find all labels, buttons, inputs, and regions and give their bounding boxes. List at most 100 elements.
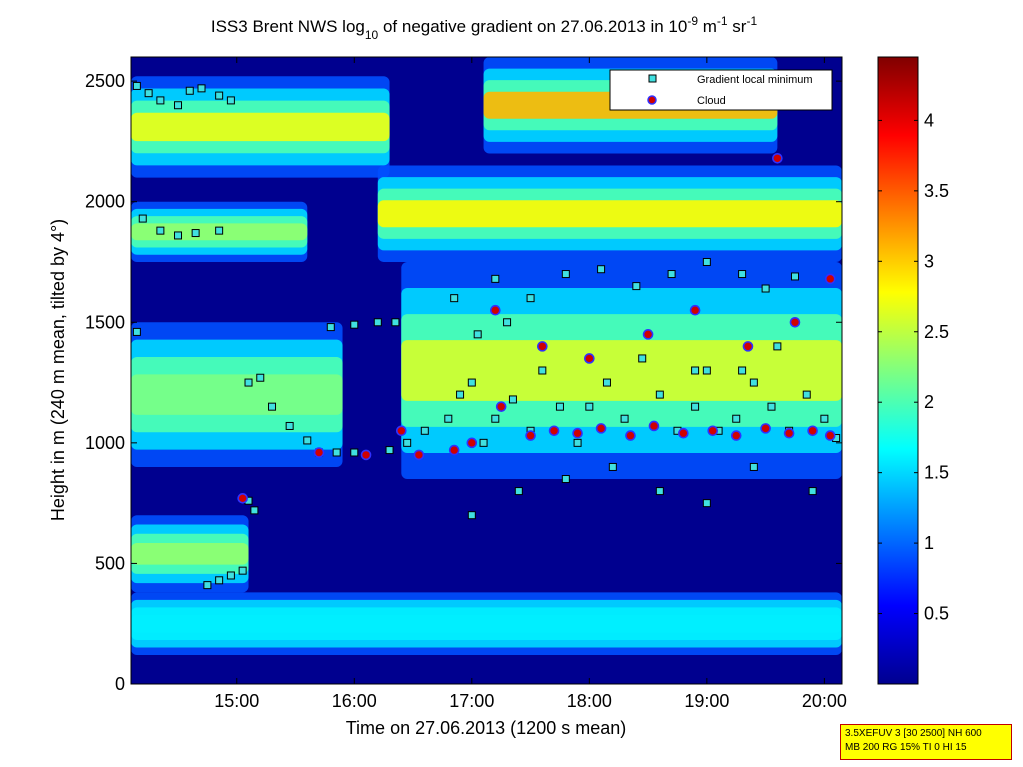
gradient-minimum-marker <box>561 270 570 279</box>
gradient-minimum-marker <box>215 576 224 585</box>
colorbar: 0.5 1 1.5 2 2.5 3 3.5 4 <box>877 56 949 685</box>
gradient-minimum-marker <box>555 402 564 411</box>
colorbar-tick-label: 1 <box>924 533 934 553</box>
legend-box <box>609 69 833 111</box>
heatmap-band-5-layer-3 <box>401 340 842 401</box>
gradient-minimum-marker <box>238 566 247 575</box>
gradient-minimum-marker <box>250 506 259 515</box>
x-axis-label: Time on 27.06.2013 (1200 s mean) <box>346 718 627 738</box>
gradient-minimum-marker <box>691 366 700 375</box>
gradient-minimum-marker <box>215 226 224 235</box>
cloud-marker <box>824 430 836 441</box>
cloud-marker <box>730 430 742 441</box>
colorbar-tick-label: 2.5 <box>924 322 949 342</box>
cloud-marker <box>313 447 325 458</box>
gradient-minimum-marker <box>132 327 141 336</box>
cloud-marker <box>678 427 689 439</box>
y-tick-label: 500 <box>95 553 125 573</box>
gradient-minimum-marker <box>226 571 235 580</box>
gradient-minimum-marker <box>132 81 141 90</box>
gradient-minimum-marker <box>303 436 312 445</box>
gradient-minimum-marker <box>285 421 294 430</box>
gradient-minimum-marker <box>749 462 758 471</box>
plot-area <box>131 57 842 684</box>
gradient-minimum-marker <box>191 229 200 238</box>
gradient-minimum-marker <box>350 448 359 457</box>
cloud-marker <box>742 341 754 352</box>
gradient-minimum-marker <box>174 101 183 110</box>
colorbar-tick-label: 2 <box>924 392 934 412</box>
marker-layer <box>132 81 841 590</box>
gradient-minimum-marker <box>215 91 224 100</box>
gradient-minimum-marker <box>503 318 512 327</box>
cloud-marker <box>772 152 783 164</box>
gradient-minimum-marker <box>767 402 776 411</box>
gradient-minimum-marker <box>144 89 153 98</box>
gradient-minimum-marker <box>732 414 741 423</box>
cloud-marker <box>689 304 701 316</box>
gradient-minimum-marker <box>491 414 500 423</box>
cloud-marker <box>572 427 583 439</box>
gradient-minimum-marker <box>514 487 523 496</box>
gradient-minimum-marker <box>138 214 147 223</box>
cloud-marker <box>466 437 478 449</box>
gradient-minimum-marker <box>156 96 165 105</box>
heatmap-band-2-layer-3 <box>131 374 343 415</box>
y-tick-label: 2000 <box>85 192 125 212</box>
legend-label-gradient-minimum: Gradient local minimum <box>697 74 813 86</box>
plot-frame <box>130 56 843 685</box>
x-tick-label: 17:00 <box>449 691 494 711</box>
gradient-minimum-marker <box>473 330 482 339</box>
cloud-marker <box>413 449 425 461</box>
gradient-minimum-marker <box>749 378 758 387</box>
gradient-minimum-marker <box>638 354 647 363</box>
cloud-marker <box>707 425 719 437</box>
gradient-minimum-marker <box>203 581 212 590</box>
cloud-marker <box>807 425 818 437</box>
gradient-minimum-marker <box>702 257 711 266</box>
x-tick-label: 20:00 <box>802 691 847 711</box>
gradient-minimum-marker <box>620 414 629 423</box>
gradient-minimum-marker <box>702 499 711 508</box>
cloud-marker <box>760 423 771 434</box>
x-tick-label: 18:00 <box>567 691 612 711</box>
gradient-minimum-marker <box>561 475 570 484</box>
colorbar-tick-label: 1.5 <box>924 463 949 483</box>
cloud-marker <box>783 427 795 439</box>
gradient-minimum-marker <box>602 378 611 387</box>
gradient-minimum-marker <box>403 438 412 447</box>
gradient-minimum-marker <box>350 320 359 329</box>
gradient-minimum-marker <box>655 487 664 496</box>
gradient-minimum-marker <box>197 84 206 93</box>
gradient-minimum-marker <box>174 231 183 240</box>
gradient-minimum-marker <box>773 342 782 351</box>
gradient-minimum-marker <box>526 294 535 303</box>
gradient-minimum-marker <box>702 366 711 375</box>
cloud-marker <box>237 493 248 504</box>
gradient-minimum-marker <box>244 378 253 387</box>
y-tick-label: 1000 <box>85 433 125 453</box>
x-tick-label: 15:00 <box>214 691 259 711</box>
colorbar-ticks: 0.5 1 1.5 2 2.5 3 3.5 4 <box>878 110 949 624</box>
x-axis-ticks: 15:00 16:00 17:00 18:00 19:00 20:00 <box>214 57 847 711</box>
cloud-marker <box>824 273 836 285</box>
colorbar-gradient <box>877 56 919 685</box>
settings-info-box: 3.5XEFUV 3 [30 2500] NH 600 MB 200 RG 15… <box>840 724 1012 760</box>
gradient-minimum-marker <box>632 282 641 291</box>
cloud-marker <box>525 430 536 441</box>
gradient-minimum-marker <box>573 438 582 447</box>
gradient-minimum-marker <box>444 414 453 423</box>
y-tick-label: 0 <box>115 674 125 694</box>
gradient-minimum-marker <box>456 390 465 399</box>
chart-title: ISS3 Brent NWS log10 of negative gradien… <box>211 14 758 42</box>
info-line-2: MB 200 RG 15% TI 0 HI 15 <box>845 742 967 753</box>
gradient-minimum-marker <box>691 402 700 411</box>
gradient-minimum-marker <box>738 366 747 375</box>
cloud-marker <box>548 425 560 437</box>
colorbar-tick-label: 4 <box>924 110 934 130</box>
gradient-minimum-marker <box>391 318 400 327</box>
gradient-minimum-marker <box>655 390 664 399</box>
legend-marker-gradient-minimum <box>648 74 657 83</box>
gradient-minimum-marker <box>268 402 277 411</box>
